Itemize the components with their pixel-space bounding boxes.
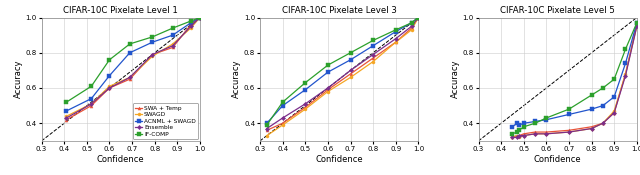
Y-axis label: Accuracy: Accuracy (13, 60, 22, 98)
SWAGD (88, 103, 95, 105)
Y-axis label: Accuracy: Accuracy (451, 60, 460, 98)
IF-COMP (196, 16, 204, 19)
SWAGD (169, 43, 177, 45)
Title: CIFAR-10C Pixelate Level 5: CIFAR-10C Pixelate Level 5 (500, 6, 615, 15)
IF-COMP (88, 85, 95, 87)
ACNML + SWAGD (196, 16, 204, 19)
X-axis label: Confidence: Confidence (316, 155, 363, 163)
X-axis label: Confidence: Confidence (97, 155, 145, 163)
X-axis label: Confidence: Confidence (534, 155, 582, 163)
Ensemble (63, 117, 70, 119)
Line: IF-COMP: IF-COMP (65, 16, 202, 104)
ACNML + SWAGD (187, 22, 195, 24)
Title: CIFAR-10C Pixelate Level 3: CIFAR-10C Pixelate Level 3 (282, 6, 397, 15)
IF-COMP (126, 43, 134, 45)
Legend: SWA + Temp, SWAGD, ACNML + SWAGD, Ensemble, IF-COMP: SWA + Temp, SWAGD, ACNML + SWAGD, Ensemb… (133, 103, 198, 139)
Y-axis label: Accuracy: Accuracy (232, 60, 241, 98)
Ensemble (169, 45, 177, 47)
Ensemble (126, 76, 134, 78)
IF-COMP (187, 20, 195, 22)
SWA + Temp (196, 16, 204, 19)
SWA + Temp (169, 46, 177, 48)
IF-COMP (148, 36, 156, 38)
Ensemble (106, 87, 113, 89)
SWA + Temp (88, 105, 95, 107)
SWAGD (106, 85, 113, 87)
SWAGD (148, 55, 156, 57)
SWAGD (187, 27, 195, 29)
ACNML + SWAGD (63, 110, 70, 112)
IF-COMP (106, 59, 113, 61)
SWAGD (126, 76, 134, 78)
SWA + Temp (126, 78, 134, 80)
Line: SWA + Temp: SWA + Temp (65, 16, 202, 121)
Ensemble (88, 103, 95, 105)
ACNML + SWAGD (169, 34, 177, 36)
ACNML + SWAGD (106, 75, 113, 77)
Line: ACNML + SWAGD: ACNML + SWAGD (65, 16, 202, 113)
Title: CIFAR-10C Pixelate Level 1: CIFAR-10C Pixelate Level 1 (63, 6, 178, 15)
Ensemble (148, 53, 156, 55)
SWAGD (196, 16, 204, 19)
SWA + Temp (148, 53, 156, 55)
ACNML + SWAGD (148, 41, 156, 43)
Line: SWAGD: SWAGD (65, 16, 202, 118)
IF-COMP (63, 101, 70, 103)
Ensemble (196, 16, 204, 19)
IF-COMP (169, 27, 177, 29)
ACNML + SWAGD (88, 97, 95, 100)
SWA + Temp (187, 23, 195, 26)
Line: Ensemble: Ensemble (65, 16, 202, 120)
ACNML + SWAGD (126, 52, 134, 54)
SWA + Temp (106, 87, 113, 89)
Ensemble (187, 25, 195, 27)
SWAGD (63, 115, 70, 117)
SWA + Temp (63, 119, 70, 121)
